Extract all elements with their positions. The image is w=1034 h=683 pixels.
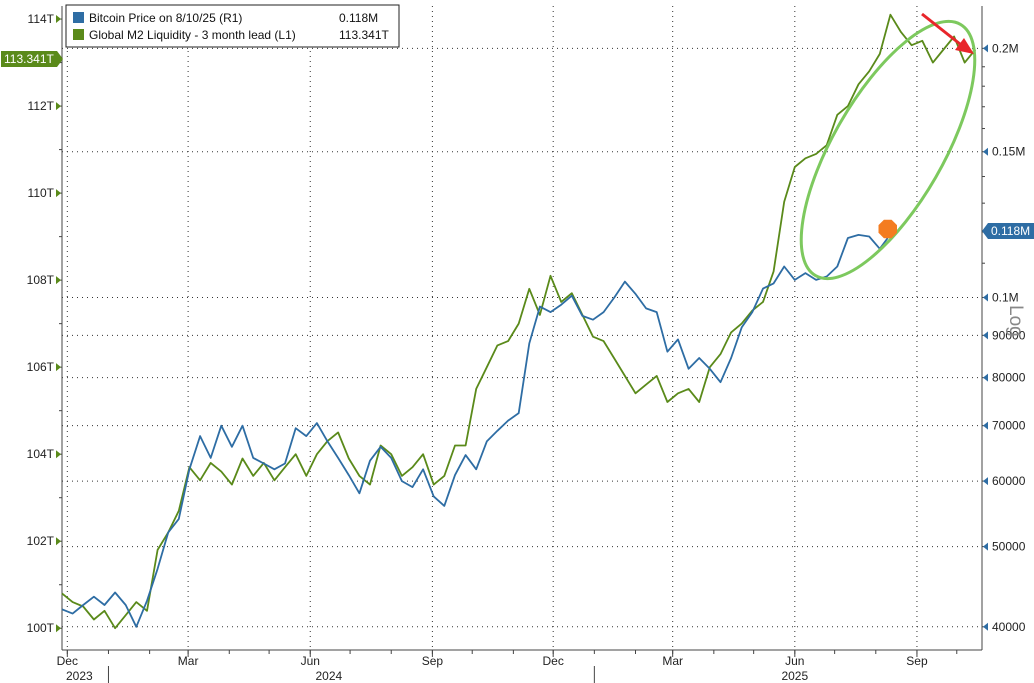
gridlines — [62, 6, 982, 650]
right-tick-label: 40000 — [992, 620, 1026, 634]
legend-swatch-m2 — [73, 29, 84, 40]
right-axis-ticks: 40000 50000 60000 70000 80000 90000 0.1M 0.15M 0… — [982, 41, 1026, 634]
right-tick-label: 0.15M — [992, 145, 1025, 159]
left-tick-pointer — [56, 102, 61, 111]
legend-box — [65, 4, 400, 48]
x-tick-label: Mar — [178, 654, 199, 668]
left-tick-pointer — [56, 189, 61, 198]
global-m2-line — [61, 13, 977, 630]
trend-arrow-shaft — [921, 12, 961, 46]
right-tick-label: 80000 — [992, 371, 1026, 385]
right-current-value-badge: 0.118M — [982, 223, 1034, 239]
right-tick-label: 90000 — [992, 328, 1026, 342]
legend-value-m2: 113.341T — [339, 28, 389, 42]
right-tick-label: 0.2M — [992, 41, 1019, 55]
x-tick-label: Dec — [543, 654, 564, 668]
left-tick-label: 112T — [28, 99, 55, 113]
right-current-value-text: 0.118M — [991, 224, 1030, 238]
legend: Bitcoin Price on 8/10/25 (R1) 0.118M Glo… — [65, 4, 400, 48]
x-axis-ticks: Dec Mar Jun Sep Dec Mar Jun Sep 2023 2024 2025 — [57, 650, 958, 683]
right-tick-label: 50000 — [992, 540, 1026, 554]
left-tick-pointer — [56, 15, 61, 24]
right-tick-pointer — [983, 373, 988, 382]
legend-swatch-bitcoin — [73, 12, 84, 23]
trend-arrow-head — [955, 38, 974, 54]
x-tick-label: Jun — [785, 654, 804, 668]
right-tick-pointer — [983, 477, 988, 486]
series-layer — [61, 13, 977, 630]
left-tick-label: 100T — [27, 621, 55, 635]
legend-label-m2: Global M2 Liquidity - 3 month lead (L1) — [89, 28, 296, 42]
right-tick-pointer — [983, 622, 988, 631]
orange-marker — [878, 219, 897, 239]
right-tick-label: 0.1M — [992, 290, 1019, 304]
left-tick-label: 104T — [27, 447, 55, 461]
marker-layer — [878, 219, 897, 239]
left-tick-label: 114T — [28, 12, 55, 26]
right-tick-label: 70000 — [992, 419, 1026, 433]
left-tick-pointer — [56, 363, 61, 372]
x-tick-label: Sep — [422, 654, 444, 668]
log-scale-label: Log — [1005, 305, 1026, 337]
left-current-value-badge: 113.341T — [1, 51, 63, 67]
right-tick-label: 60000 — [992, 474, 1026, 488]
right-tick-pointer — [983, 542, 988, 551]
left-tick-label: 110T — [28, 186, 55, 200]
x-tick-label: Dec — [57, 654, 78, 668]
x-year-label: 2023 — [66, 669, 93, 683]
left-current-value-text: 113.341T — [4, 52, 54, 66]
x-year-label: 2025 — [781, 669, 808, 683]
right-tick-pointer — [983, 44, 988, 53]
highlight-ellipse — [799, 19, 977, 281]
left-tick-pointer — [56, 276, 61, 285]
right-tick-pointer — [983, 421, 988, 430]
x-tick-label: Sep — [906, 654, 928, 668]
left-tick-label: 102T — [27, 534, 55, 548]
x-year-label: 2024 — [315, 669, 342, 683]
legend-value-bitcoin: 0.118M — [339, 11, 378, 25]
bitcoin-price-line — [61, 233, 889, 628]
left-tick-label: 106T — [27, 360, 55, 374]
right-tick-pointer — [983, 147, 988, 156]
legend-label-bitcoin: Bitcoin Price on 8/10/25 (R1) — [89, 11, 242, 25]
x-tick-label: Mar — [662, 654, 683, 668]
right-tick-pointer — [983, 293, 988, 302]
right-tick-pointer — [983, 331, 988, 340]
left-tick-pointer — [56, 624, 61, 633]
left-tick-pointer — [56, 537, 61, 546]
x-tick-label: Jun — [301, 654, 320, 668]
left-axis-ticks: 100T 102T 104T 106T 108T 110T 112T 114T — [27, 12, 62, 635]
left-tick-label: 108T — [27, 273, 55, 287]
left-tick-pointer — [56, 450, 61, 459]
